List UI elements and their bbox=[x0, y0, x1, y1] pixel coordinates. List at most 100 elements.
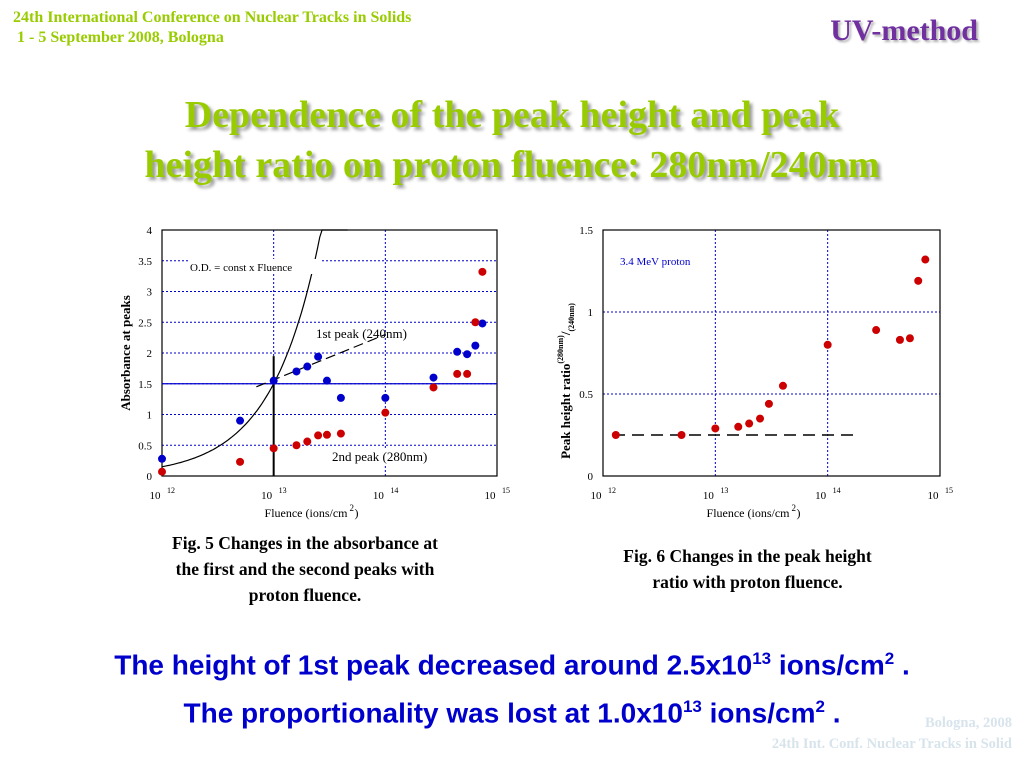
fig6-xtick-label: 10 bbox=[928, 490, 940, 502]
fig5-series1-point bbox=[478, 267, 487, 276]
conclusion-2-text: The proportionality was lost at 1.0x10 bbox=[183, 697, 683, 729]
fig5-ytick-label: 2.5 bbox=[138, 317, 152, 329]
fig6-ylabel-main: Peak height ratio bbox=[558, 364, 573, 459]
fig5-caption: Fig. 5 Changes in the absorbance at the … bbox=[110, 530, 500, 608]
fig5-series1-point bbox=[381, 408, 390, 417]
conclusion-line-2: The proportionality was lost at 1.0x1013… bbox=[0, 686, 1024, 734]
fig6-legend-label: 3.4 MeV proton bbox=[620, 256, 691, 268]
fig5-ytick-label: 4 bbox=[147, 225, 153, 237]
fig5-ytick-label: 0.5 bbox=[138, 440, 152, 452]
fig5-peak1-annotation: 1st peak (240nm) bbox=[316, 326, 407, 341]
fig5-series0-point bbox=[453, 347, 462, 356]
fig5-xtick-label: 10 bbox=[261, 490, 273, 502]
fig5-ytick-label: 0 bbox=[147, 471, 153, 483]
fig5-formula-annotation: O.D. = const x Fluence bbox=[190, 262, 292, 274]
conference-line-1: 24th International Conference on Nuclear… bbox=[13, 9, 412, 26]
fig5-series1-point bbox=[236, 457, 245, 466]
fig6-ytick-label: 1.5 bbox=[579, 225, 593, 237]
fig6-xtick-label: 10 bbox=[591, 490, 603, 502]
fig6-xlabel: Fluence (ions/cm bbox=[707, 506, 791, 520]
fig5-caption-line-2: the first and the second peaks with bbox=[175, 559, 435, 579]
fig5-series1-point bbox=[471, 318, 480, 327]
fig6-series0-point bbox=[823, 340, 832, 349]
fig5-series1-point bbox=[463, 369, 472, 378]
fig6-series0-point bbox=[756, 414, 765, 423]
fig5-xtick-label: 10 bbox=[150, 490, 162, 502]
fig6-ytick-label: 0 bbox=[588, 471, 594, 483]
footer-line-2: 24th Int. Conf. Nuclear Tracks in Solid bbox=[771, 736, 1012, 752]
fig6-series0-point bbox=[611, 431, 620, 439]
fig6-series0-point bbox=[905, 334, 914, 343]
fig5-series1-point bbox=[453, 369, 462, 378]
fig5-caption-line-1: Fig. 5 Changes in the absorbance at bbox=[172, 533, 438, 553]
fig6-series0-point bbox=[711, 424, 720, 433]
fig5-xlabel-exp: 2 bbox=[350, 503, 355, 513]
fig5-xlabel: Fluence (ions/cm bbox=[265, 506, 349, 520]
fig5-series0-point bbox=[236, 416, 245, 425]
fig5-trend-dashed-line bbox=[256, 333, 386, 388]
fig5-ytick-label: 3 bbox=[147, 287, 153, 299]
fig6-series0-point bbox=[677, 431, 686, 439]
fig6-xtick-exp: 14 bbox=[833, 486, 841, 495]
conclusion-2-unit: ions/cm bbox=[701, 697, 816, 729]
fig6-series0-point bbox=[921, 255, 930, 264]
fig6-series0-point bbox=[734, 422, 743, 431]
fig5-ytick-label: 2 bbox=[147, 348, 153, 360]
conclusion-1-unit-exp: 2 bbox=[884, 649, 895, 668]
conclusion-2-unit-exp: 2 bbox=[815, 697, 825, 717]
fig6-caption-line-2: ratio with proton fluence. bbox=[652, 572, 843, 592]
fig6-ylabel: Peak height ratio(280nm)/(240nm) bbox=[556, 303, 576, 459]
fig5-series0-point bbox=[478, 319, 487, 328]
fig6-xlabel-exp: 2 bbox=[792, 503, 797, 513]
fig6-xtick-exp: 12 bbox=[608, 486, 616, 495]
fig6-ytick-label: 1 bbox=[588, 307, 594, 319]
fig5-ytick-label: 1.5 bbox=[138, 379, 152, 391]
fig6-series0-point bbox=[764, 399, 773, 408]
slide-title-line-2: height ratio on proton fluence: 280nm/24… bbox=[144, 144, 880, 186]
fig6-xlabel-end: ) bbox=[797, 506, 801, 520]
fig6-series0-point bbox=[895, 335, 904, 344]
fig6-series0-point bbox=[745, 419, 754, 428]
conclusion-line-1: The height of 1st peak decreased around … bbox=[0, 638, 1024, 686]
fig5-peak2-bg bbox=[330, 449, 454, 465]
conclusion-2-exp: 13 bbox=[682, 697, 702, 717]
fig6-plot-frame bbox=[602, 229, 941, 477]
fig5-xlabel-end: ) bbox=[355, 506, 359, 520]
fig5-series0-point bbox=[269, 376, 278, 385]
fig6-ylabel-slash: / bbox=[558, 331, 573, 336]
fig6-ylabel-sub: (240nm) bbox=[567, 303, 576, 332]
fig6-series0-point bbox=[778, 381, 787, 390]
fig5-series0-point bbox=[322, 376, 331, 385]
fig6-caption: Fig. 6 Changes in the peak height ratio … bbox=[560, 543, 935, 595]
slide-title-line-1: Dependence of the peak height and peak bbox=[184, 94, 840, 136]
fig5-series1-point bbox=[158, 467, 166, 476]
fig6-xtick-label: 10 bbox=[703, 490, 715, 502]
fig5-series0-point bbox=[314, 352, 323, 361]
conference-header: 24th International Conference on Nuclear… bbox=[13, 8, 411, 48]
fig5-xtick-label: 10 bbox=[373, 490, 385, 502]
fig5-series1-point bbox=[303, 437, 312, 446]
fig6-series0-point bbox=[872, 326, 881, 335]
conclusion-1-text: The height of 1st peak decreased around … bbox=[114, 649, 753, 681]
fig5-series1-point bbox=[336, 429, 345, 438]
fig5-xtick-exp: 12 bbox=[167, 486, 175, 495]
fig5-series0-point bbox=[471, 341, 480, 350]
fig5-series0-point bbox=[158, 454, 166, 463]
conclusion-1-unit: ions/cm bbox=[771, 649, 885, 681]
fig6-series0-point bbox=[914, 276, 923, 285]
conclusion-2-end: . bbox=[824, 697, 841, 729]
fig6-caption-line-1: Fig. 6 Changes in the peak height bbox=[623, 546, 872, 566]
fig6-ytick-label: 0.5 bbox=[579, 389, 593, 401]
fig5-ylabel: Absorbance at peaks bbox=[118, 295, 133, 411]
fig5-series1-point bbox=[429, 383, 438, 392]
fig5-xtick-exp: 15 bbox=[502, 486, 510, 495]
conclusion-1-exp: 13 bbox=[752, 649, 772, 668]
fig5-series0-point bbox=[381, 393, 390, 402]
fig5-ytick-label: 3.5 bbox=[138, 256, 152, 268]
fig5-xtick-exp: 13 bbox=[279, 486, 287, 495]
fig5-series1-point bbox=[292, 441, 301, 450]
fig6-xtick-exp: 15 bbox=[945, 486, 953, 495]
fig6-xtick-exp: 13 bbox=[720, 486, 728, 495]
fig5-peak2-annotation: 2nd peak (280nm) bbox=[332, 449, 427, 464]
conclusion-1-end: . bbox=[894, 649, 910, 681]
